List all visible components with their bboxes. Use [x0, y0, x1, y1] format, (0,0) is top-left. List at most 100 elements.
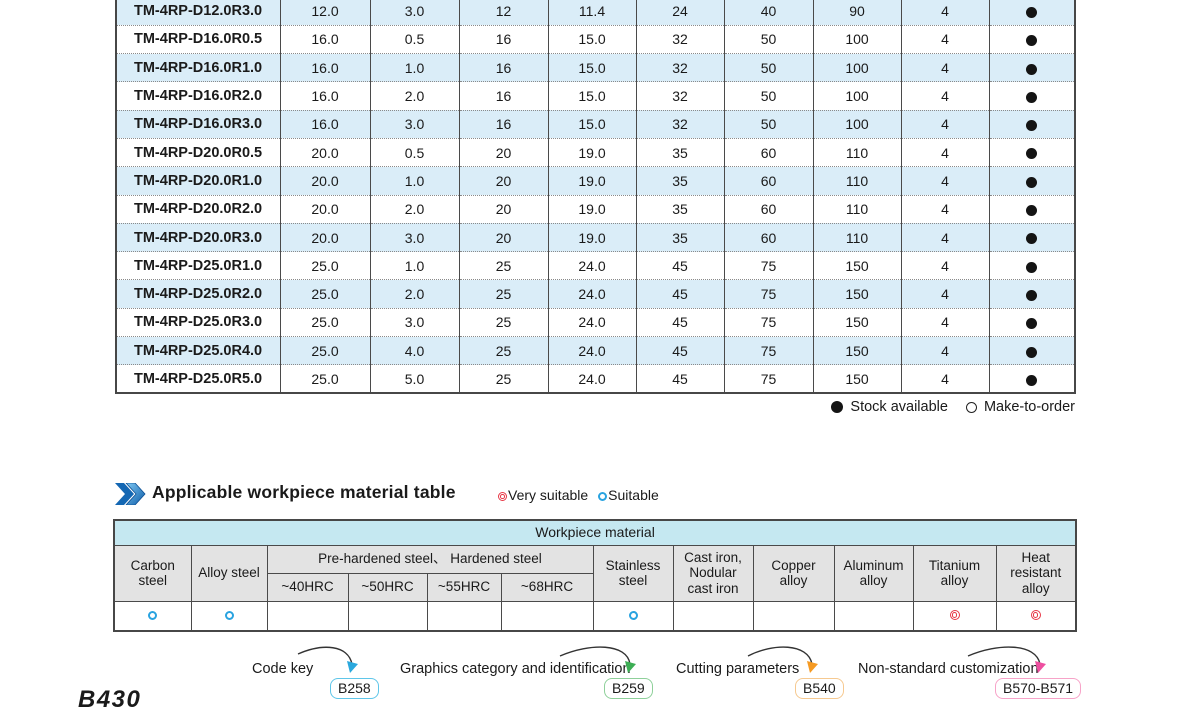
stock-available-dot	[1026, 91, 1038, 103]
model-cell: TM-4RP-D20.0R2.0	[134, 201, 263, 218]
value-cell: 75	[723, 364, 813, 394]
footer-label-graphics-category: Graphics category and identification	[400, 661, 631, 677]
stock-available-dot	[1026, 233, 1038, 245]
suitable-label: Suitable	[608, 487, 659, 503]
stock-legend: Stock available Make-to-order	[575, 399, 1075, 415]
value-cell: 4	[900, 138, 989, 167]
model-cell: TM-4RP-D16.0R2.0	[134, 88, 263, 105]
value-cell: 50	[723, 25, 813, 54]
value-cell: 32	[635, 110, 724, 139]
value-cell: 45	[635, 364, 724, 394]
value-cell: 16.0	[279, 110, 370, 139]
stock-cell	[988, 81, 1075, 111]
table-row: TM-4RP-D20.0R1.0 20.0 1.0 20 19.0 35 60 110 4	[116, 166, 1075, 196]
value-cell: 75	[723, 251, 813, 280]
value-cell: 20	[458, 195, 548, 224]
value-cell: 15.0	[547, 81, 636, 111]
model-cell: TM-4RP-D16.0R3.0	[134, 116, 263, 133]
col-header-titanium-alloy: Titanium alloy	[912, 544, 997, 602]
model-cell: TM-4RP-D20.0R0.5	[134, 144, 263, 161]
col-header-carbon-steel: Carbon steel	[113, 544, 192, 602]
page-ref-badge-b259[interactable]: B259	[604, 678, 653, 699]
col-header-aluminum-alloy: Aluminum alloy	[833, 544, 914, 602]
value-cell: 0.5	[369, 25, 459, 54]
value-cell: 4	[900, 0, 989, 26]
value-cell: 3.0	[369, 223, 459, 252]
value-cell: 12	[458, 0, 548, 26]
table-row: TM-4RP-D16.0R3.0 16.0 3.0 16 15.0 32 50 100 4	[116, 110, 1075, 139]
stock-available-dot	[1026, 205, 1038, 217]
stock-available-icon	[831, 401, 844, 414]
table-row: TM-4RP-D25.0R5.0 25.0 5.0 25 24.0 45 75 150 4	[116, 364, 1075, 394]
table-row: TM-4RP-D20.0R2.0 20.0 2.0 20 19.0 35 60 110 4	[116, 195, 1075, 224]
value-cell: 4	[900, 25, 989, 54]
value-cell: 4.0	[369, 336, 459, 365]
value-cell: 19.0	[547, 223, 636, 252]
value-cell: 150	[812, 251, 901, 280]
model-cell: TM-4RP-D12.0R3.0	[134, 2, 263, 19]
value-cell: 50	[723, 110, 813, 139]
value-cell: 110	[812, 195, 901, 224]
value-cell: 4	[900, 279, 989, 309]
value-cell: 4	[900, 195, 989, 224]
rating-cell	[672, 600, 754, 632]
value-cell: 16	[458, 25, 548, 54]
rating-cell	[752, 600, 835, 632]
value-cell: 4	[900, 53, 989, 82]
table-row: TM-4RP-D12.0R3.0 12.0 3.0 12 11.4 24 40 90 4	[116, 0, 1075, 26]
value-cell: 32	[635, 25, 724, 54]
page-ref-badge-b258[interactable]: B258	[330, 678, 379, 699]
value-cell: 19.0	[547, 138, 636, 167]
model-cell: TM-4RP-D25.0R2.0	[134, 286, 263, 303]
value-cell: 4	[900, 336, 989, 365]
value-cell: 110	[812, 166, 901, 196]
table-row: TM-4RP-D25.0R4.0 25.0 4.0 25 24.0 45 75 150 4	[116, 336, 1075, 365]
product-spec-table: TM-4RP-D12.0R3.0 12.0 3.0 12 11.4 24 40 90 4 TM-4…	[115, 0, 1076, 395]
value-cell: 24.0	[547, 336, 636, 365]
value-cell: 25	[458, 308, 548, 337]
rating-cell	[266, 600, 349, 632]
suitability-legend: Very suitable Suitable	[498, 487, 659, 503]
stock-available-dot	[1026, 289, 1038, 301]
value-cell: 20	[458, 138, 548, 167]
value-cell: 60	[723, 138, 813, 167]
value-cell: 16	[458, 110, 548, 139]
footer-label-cutting-parameters: Cutting parameters	[676, 661, 800, 677]
stock-cell	[988, 223, 1075, 252]
stock-available-dot	[1026, 374, 1038, 386]
value-cell: 15.0	[547, 110, 636, 139]
value-cell: 35	[635, 138, 724, 167]
value-cell: 150	[812, 308, 901, 337]
page-ref-badge-b570[interactable]: B570-B571	[995, 678, 1082, 699]
value-cell: 20.0	[279, 138, 370, 167]
table-row: TM-4RP-D25.0R3.0 25.0 3.0 25 24.0 45 75 150 4	[116, 308, 1075, 337]
col-header-alloy-steel: Alloy steel	[190, 544, 268, 602]
value-cell: 75	[723, 279, 813, 309]
product-table-body: TM-4RP-D12.0R3.0 12.0 3.0 12 11.4 24 40 90 4 TM-4…	[116, 0, 1075, 394]
value-cell: 50	[723, 53, 813, 82]
col-header-heat-resistant-alloy: Heat resistant alloy	[995, 544, 1077, 602]
value-cell: 19.0	[547, 166, 636, 196]
value-cell: 20	[458, 166, 548, 196]
stock-cell	[988, 25, 1075, 54]
page-ref-badge-b540[interactable]: B540	[795, 678, 844, 699]
value-cell: 150	[812, 279, 901, 309]
value-cell: 4	[900, 110, 989, 139]
value-cell: 4	[900, 364, 989, 394]
value-cell: 12.0	[279, 0, 370, 26]
value-cell: 2.0	[369, 279, 459, 309]
make-to-order-icon	[965, 401, 977, 413]
stock-cell	[988, 279, 1075, 309]
value-cell: 100	[812, 53, 901, 82]
value-cell: 60	[723, 166, 813, 196]
value-cell: 25	[458, 364, 548, 394]
table-row: TM-4RP-D20.0R3.0 20.0 3.0 20 19.0 35 60 110 4	[116, 223, 1075, 252]
very-suitable-mark	[949, 610, 960, 621]
stock-available-dot	[1026, 63, 1038, 75]
value-cell: 4	[900, 166, 989, 196]
col-header-stainless-steel: Stainless steel	[592, 544, 674, 602]
curved-arrow-icon	[559, 646, 636, 673]
value-cell: 110	[812, 138, 901, 167]
value-cell: 45	[635, 279, 724, 309]
stock-cell	[988, 336, 1075, 365]
